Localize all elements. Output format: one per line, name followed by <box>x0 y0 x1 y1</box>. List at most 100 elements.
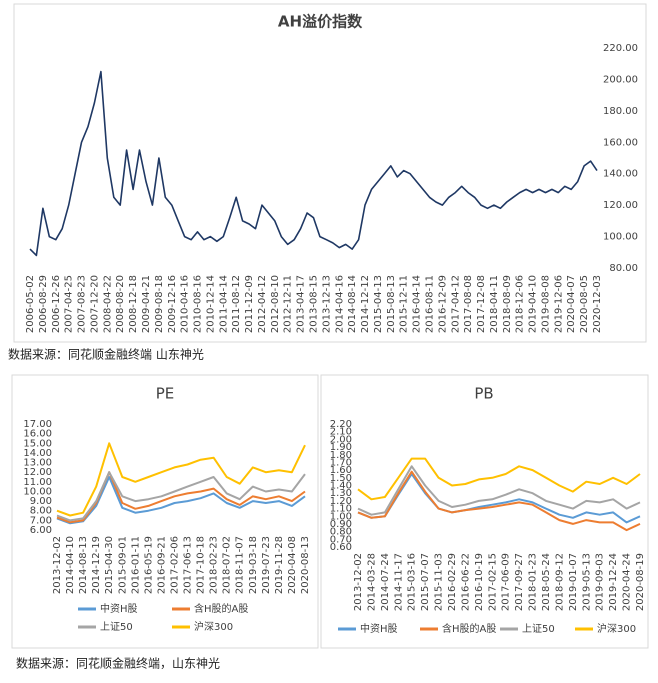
series-line <box>56 476 306 525</box>
x-tick-label: 2015-03-16 <box>407 553 418 611</box>
x-tick-label: 2007-12-20 <box>89 275 100 333</box>
y-tick-label: 120.00 <box>603 200 638 211</box>
x-tick-label: 2018-01-23 <box>528 553 539 611</box>
y-tick-label: 1.70 <box>330 457 352 468</box>
x-tick-label: 2015-09-01 <box>117 536 128 594</box>
y-tick-label: 0.90 <box>330 519 352 530</box>
x-tick-label: 2016-06-22 <box>460 553 471 611</box>
y-tick-label: 2.00 <box>330 434 352 445</box>
series-line <box>56 471 306 522</box>
x-tick-label: 2009-12-16 <box>167 275 178 333</box>
x-tick-label: 2014-04-16 <box>334 275 345 333</box>
x-tick-label: 2013-04-17 <box>296 275 307 333</box>
y-tick-label: 14.00 <box>23 448 52 459</box>
x-tick-label: 2015-07-07 <box>420 553 431 611</box>
x-tick-label: 2019-09-03 <box>595 553 606 611</box>
y-tick-label: 100.00 <box>603 232 638 243</box>
frame <box>13 3 647 343</box>
y-tick-label: 1.30 <box>330 488 352 499</box>
y-tick-label: 6.00 <box>30 525 52 536</box>
x-tick-label: 2010-12-14 <box>205 275 216 333</box>
legend-label: 上证50 <box>522 623 555 635</box>
legend-label: 上证50 <box>100 621 133 633</box>
x-tick-label: 2017-09-27 <box>514 553 525 611</box>
x-tick-label: 2015-11-03 <box>434 553 445 611</box>
legend-label: 沪深300 <box>194 620 233 633</box>
series-line <box>56 471 306 524</box>
x-tick-label: 2014-04-10 <box>65 536 76 594</box>
x-tick-label: 2013-12-13 <box>321 275 332 333</box>
x-tick-label: 2016-10-19 <box>474 553 485 611</box>
series-line <box>357 457 641 501</box>
y-tick-label: 1.90 <box>330 442 352 453</box>
x-tick-label: 2018-12-06 <box>515 275 526 333</box>
x-tick-label: 2020-12-03 <box>592 275 603 333</box>
x-tick-label: 2013-08-15 <box>309 275 320 333</box>
legend-label: 沪深300 <box>597 622 636 635</box>
series-line <box>56 442 306 517</box>
y-tick-label: 7.00 <box>30 515 52 526</box>
y-tick-label: 1.50 <box>330 473 352 484</box>
x-tick-label: 2016-12-09 <box>437 275 448 333</box>
x-tick-label: 2016-04-14 <box>412 275 423 333</box>
y-tick-label: 16.00 <box>23 429 52 440</box>
x-tick-label: 2016-01-11 <box>130 536 141 594</box>
x-tick-label: 2008-08-20 <box>115 275 126 333</box>
x-tick-label: 2011-08-12 <box>231 275 242 333</box>
x-tick-label: 2017-06-13 <box>183 536 194 594</box>
x-tick-label: 2009-08-18 <box>154 275 165 333</box>
x-tick-label: 2007-08-23 <box>77 275 88 333</box>
y-tick-label: 1.00 <box>330 511 352 522</box>
x-tick-label: 2011-12-09 <box>244 275 255 333</box>
x-tick-label: 2014-03-28 <box>366 553 377 611</box>
x-tick-label: 2020-04-24 <box>622 553 633 611</box>
x-tick-label: 2008-12-18 <box>128 275 139 333</box>
x-tick-label: 2019-04-10 <box>528 275 539 333</box>
x-tick-label: 2010-04-16 <box>180 275 191 333</box>
y-tick-label: 0.80 <box>330 527 352 538</box>
x-tick-label: 2019-12-06 <box>553 275 564 333</box>
x-tick-label: 2020-04-08 <box>287 536 298 594</box>
y-tick-label: 1.40 <box>330 481 352 492</box>
frame <box>320 374 649 649</box>
y-tick-label: 9.00 <box>30 496 52 507</box>
legend-label: 含H股的A股 <box>442 622 496 635</box>
x-tick-label: 2017-12-08 <box>476 275 487 333</box>
x-tick-label: 2017-06-09 <box>501 553 512 611</box>
x-tick-label: 2016-02-29 <box>447 553 458 611</box>
x-tick-label: 2013-12-02 <box>52 536 63 594</box>
y-tick-label: 2.10 <box>330 427 352 438</box>
y-tick-label: 80.00 <box>609 263 638 274</box>
y-tick-label: 13.00 <box>23 458 52 469</box>
x-tick-label: 2018-07-02 <box>222 536 233 594</box>
x-tick-label: 2017-10-18 <box>196 536 207 594</box>
x-tick-label: 2018-11-07 <box>235 536 246 594</box>
y-tick-label: 0.60 <box>330 542 352 553</box>
x-tick-label: 2019-03-18 <box>248 536 259 594</box>
x-tick-label: 2015-04-13 <box>373 275 384 333</box>
series-line <box>357 470 641 532</box>
x-tick-label: 2009-04-21 <box>141 275 152 333</box>
source: 数据来源：同花顺金融终端，山东神光 <box>16 656 220 671</box>
x-tick-label: 2019-08-08 <box>540 275 551 333</box>
x-tick-label: 2014-12-19 <box>91 536 102 594</box>
x-tick-label: 2014-11-17 <box>393 553 404 611</box>
legend-label: 中资H股 <box>100 602 138 615</box>
x-tick-label: 2017-02-15 <box>487 553 498 611</box>
x-tick-label: 2007-04-25 <box>64 275 75 333</box>
source: 数据来源：同花顺金融终端 山东神光 <box>8 347 204 362</box>
x-tick-label: 2019-05-13 <box>581 553 592 611</box>
y-tick-label: 11.00 <box>23 477 52 488</box>
x-tick-label: 2006-12-26 <box>51 275 62 333</box>
x-tick-label: 2017-04-12 <box>450 275 461 333</box>
x-tick-label: 2019-07-23 <box>261 536 272 594</box>
y-tick-label: 1.20 <box>330 496 352 507</box>
x-tick-label: 2016-05-19 <box>143 536 154 594</box>
x-tick-label: 2008-04-22 <box>102 275 113 333</box>
y-tick-label: 8.00 <box>30 506 52 517</box>
x-tick-label: 2017-02-06 <box>169 536 180 594</box>
legend-label: 中资H股 <box>360 622 398 635</box>
x-tick-label: 2016-09-21 <box>156 536 167 594</box>
y-tick-label: 10.00 <box>23 486 52 497</box>
x-tick-label: 2012-08-10 <box>270 275 281 333</box>
